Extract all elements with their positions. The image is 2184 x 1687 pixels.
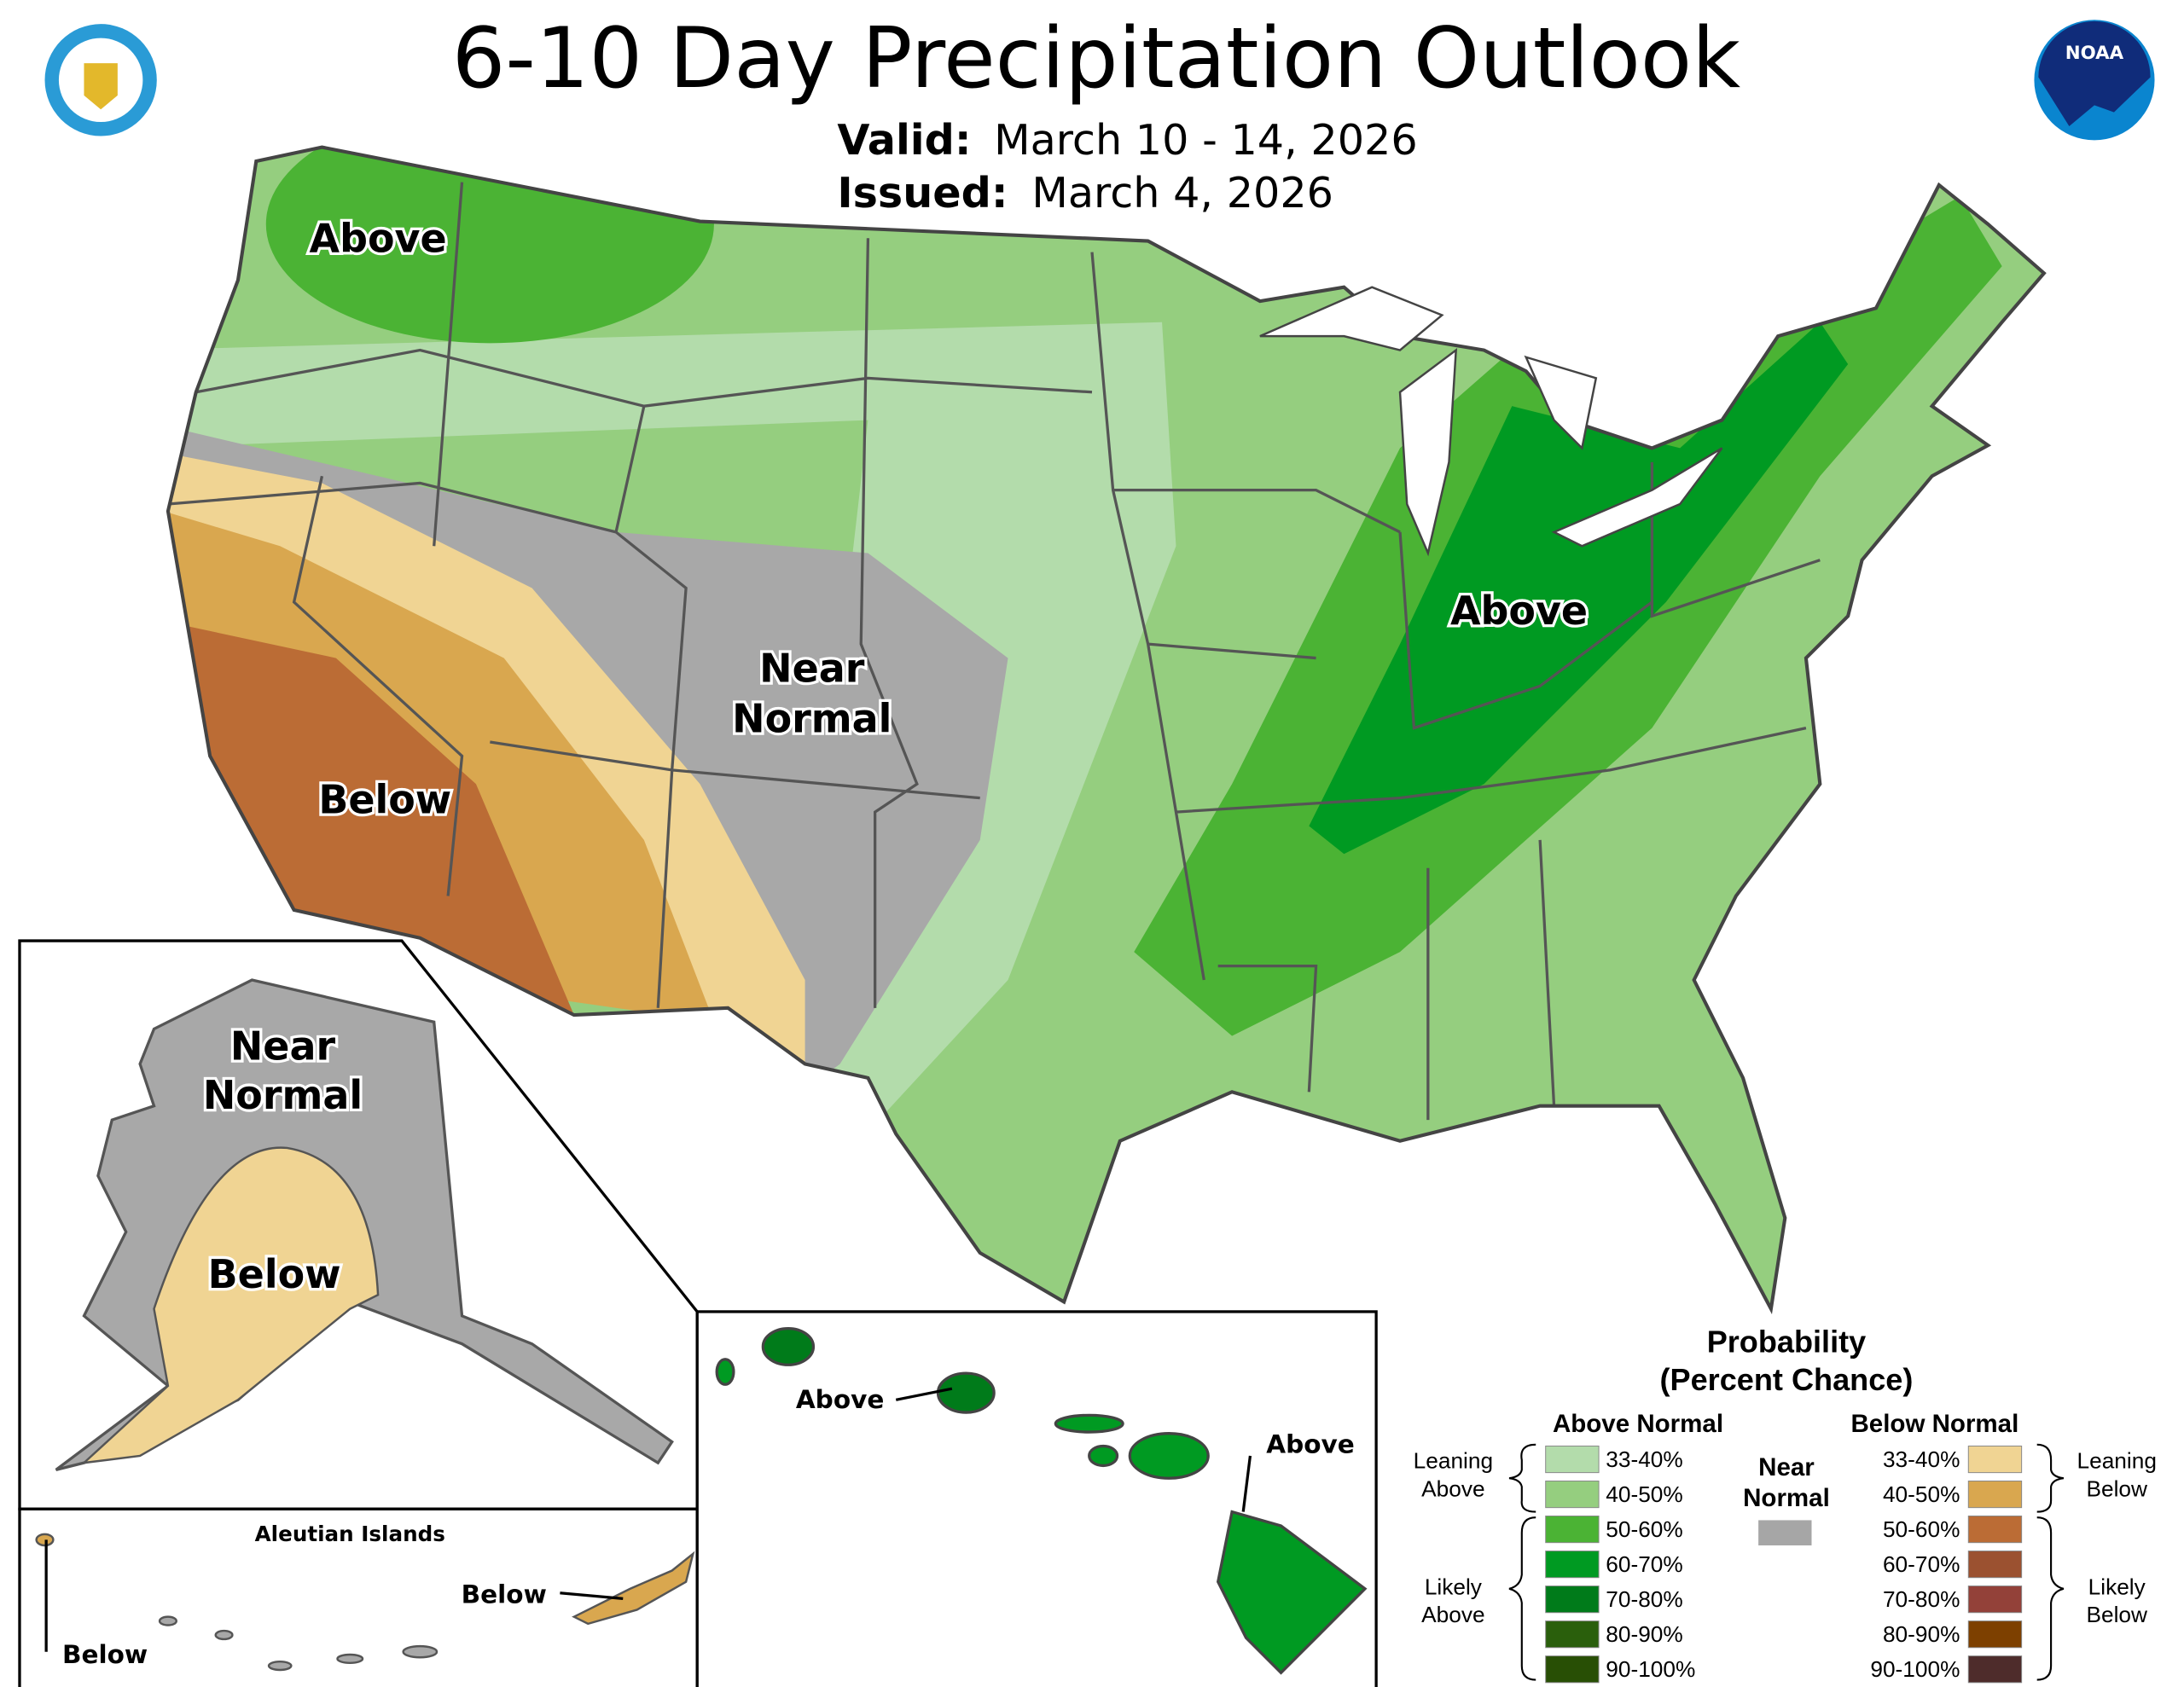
legend-swatch-above-6	[1545, 1655, 1600, 1684]
legend-normal-label: Normal	[1743, 1484, 1830, 1512]
legend-swatch-above-4	[1545, 1586, 1600, 1614]
legend-swatch-below-3	[1967, 1551, 2023, 1579]
legend-range-above-3: 60-70%	[1606, 1551, 1682, 1577]
label-alaska-normal: Normal	[203, 1072, 363, 1118]
legend-near-normal-swatch	[1758, 1520, 1812, 1545]
legend-range-below-6: 90-100%	[1870, 1656, 1960, 1682]
legend-swatch-below-1	[1967, 1480, 2023, 1509]
legend-subtitle: (Percent Chance)	[1660, 1362, 1914, 1397]
legend-swatch-below-2	[1967, 1516, 2023, 1544]
aleutian-islands-east	[572, 1551, 695, 1626]
legend-range-below-5: 80-90%	[1883, 1621, 1960, 1647]
legend-leaning-above-2: Above	[1421, 1476, 1484, 1502]
legend-range-below-0: 33-40%	[1883, 1446, 1960, 1472]
issued-label: Issued:	[837, 168, 1008, 217]
legend-leaning-below-2: Below	[2086, 1476, 2148, 1502]
legend-range-above-5: 80-90%	[1606, 1621, 1682, 1647]
label-alaska-below: Below	[208, 1251, 341, 1297]
legend-range-above-2: 50-60%	[1606, 1516, 1682, 1542]
legend-above-header: Above Normal	[1553, 1410, 1723, 1438]
legend-swatch-below-5	[1967, 1620, 2023, 1649]
legend-swatch-above-0	[1545, 1445, 1600, 1474]
label-aleutian-below-west: Below	[62, 1640, 148, 1669]
label-near-normal-2: Normal	[732, 696, 892, 742]
aleutian-title: Aleutian Islands	[255, 1522, 445, 1546]
legend-swatch-above-5	[1545, 1620, 1600, 1649]
legend-swatch-above-2	[1545, 1516, 1600, 1544]
label-near-normal-1: Near	[759, 645, 865, 691]
alaska-below-33-40	[80, 1146, 380, 1464]
legend-range-above-6: 90-100%	[1606, 1656, 1695, 1682]
legend-range-above-1: 40-50%	[1606, 1481, 1682, 1507]
label-hawaii-above-east: Above	[1266, 1430, 1355, 1459]
conus-outline	[166, 145, 2047, 1315]
legend-range-above-4: 70-80%	[1606, 1586, 1682, 1612]
label-alaska-near: Near	[230, 1023, 336, 1070]
legend-swatch-above-1	[1545, 1480, 1600, 1509]
legend-braces	[1508, 1443, 2065, 1681]
hawaii-islands	[715, 1326, 1368, 1675]
legend-likely-above-1: Likely	[1425, 1574, 1483, 1599]
legend: Probability (Percent Chance) Above Norma…	[1414, 1325, 2157, 1684]
legend-swatch-below-4	[1967, 1586, 2023, 1614]
legend-range-below-2: 50-60%	[1883, 1516, 1960, 1542]
valid-value: March 10 - 14, 2026	[994, 115, 1418, 165]
page-title: 6-10 Day Precipitation Outlook	[452, 10, 1740, 107]
legend-swatch-above-3	[1545, 1551, 1600, 1579]
legend-range-above-0: 33-40%	[1606, 1446, 1682, 1472]
legend-likely-above-2: Above	[1421, 1602, 1484, 1627]
label-nw-above: Above	[310, 216, 447, 262]
label-aleutian-below-east: Below	[462, 1580, 547, 1609]
legend-likely-below-1: Likely	[2088, 1574, 2146, 1599]
legend-swatch-below-6	[1967, 1655, 2023, 1684]
svg-text:NOAA: NOAA	[2065, 43, 2124, 64]
issued-value: March 4, 2026	[1031, 168, 1333, 217]
label-east-above: Above	[1450, 588, 1588, 634]
legend-range-below-4: 70-80%	[1883, 1586, 1960, 1612]
valid-label: Valid:	[837, 115, 971, 165]
legend-leaning-above-1: Leaning	[1414, 1448, 1493, 1474]
label-hawaii-above-west: Above	[796, 1385, 885, 1414]
legend-title: Probability	[1707, 1325, 1867, 1359]
legend-likely-below-2: Below	[2086, 1602, 2148, 1627]
legend-leaning-below-1: Leaning	[2077, 1448, 2157, 1474]
legend-near-label: Near	[1758, 1453, 1815, 1481]
legend-range-below-1: 40-50%	[1883, 1481, 1960, 1507]
legend-below-header: Below Normal	[1850, 1410, 2018, 1438]
label-sw-below: Below	[318, 777, 451, 823]
great-lakes	[1259, 286, 1723, 557]
region-above-33-40	[167, 322, 1176, 1162]
legend-range-below-3: 60-70%	[1883, 1551, 1960, 1577]
legend-swatch-below-0	[1967, 1445, 2023, 1474]
